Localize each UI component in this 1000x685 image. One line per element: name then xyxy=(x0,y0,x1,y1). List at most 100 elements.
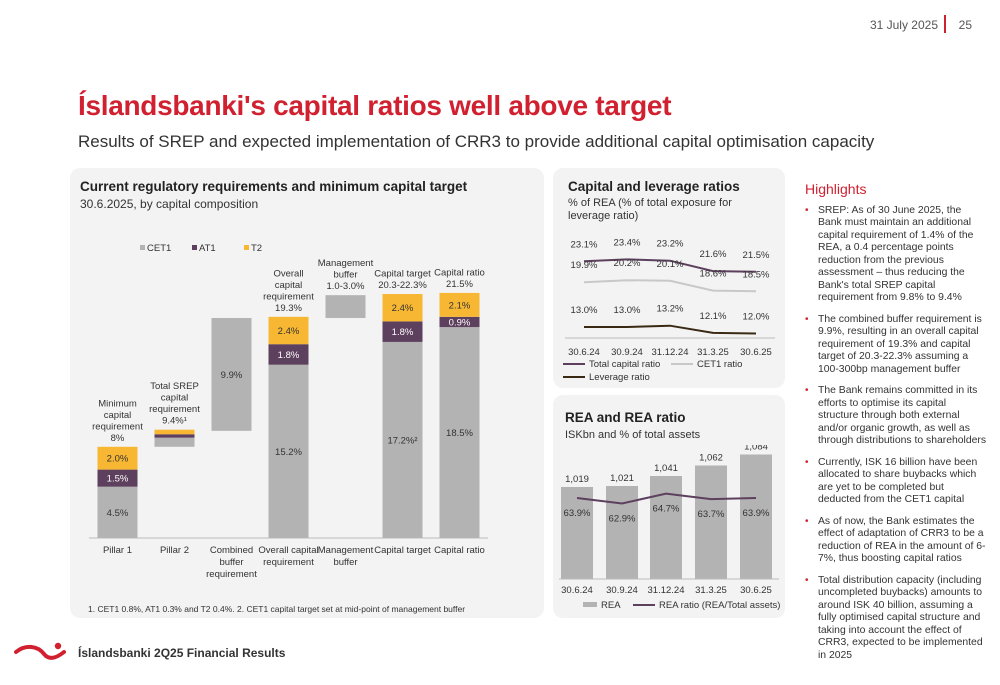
legend-label: REA ratio (REA/Total assets) xyxy=(659,600,780,611)
data-label: 23.2% xyxy=(657,239,684,250)
data-label: 1,084 xyxy=(744,445,768,453)
bar-annotation: 8% xyxy=(111,433,125,444)
bar-annotation: requirement xyxy=(149,404,200,415)
series-line xyxy=(584,324,757,335)
category-label: 30.6.25 xyxy=(740,585,772,596)
category-label: 31.12.24 xyxy=(648,585,685,596)
data-label: 20.1% xyxy=(657,259,684,270)
category-label: 30.6.24 xyxy=(561,585,593,596)
bar-annotation: requirement xyxy=(263,291,314,302)
series-line xyxy=(583,258,757,273)
bar-segment xyxy=(382,294,423,322)
data-label: 63.7% xyxy=(698,509,725,520)
data-label: 1.5% xyxy=(107,474,129,485)
category-label: Combined xyxy=(210,545,253,556)
bar-annotation: capital xyxy=(161,393,188,404)
capital-leverage-panel xyxy=(553,168,785,388)
data-label: 1.8% xyxy=(392,327,414,338)
highlight-item: The combined buffer requirement is 9.9%,… xyxy=(805,314,987,376)
bar xyxy=(740,454,772,579)
bar-segment xyxy=(325,295,366,318)
legend-label: Leverage ratio xyxy=(589,372,650,383)
data-label: 18.5% xyxy=(743,269,770,280)
bar-segment xyxy=(382,341,423,538)
ratio-line xyxy=(576,492,757,505)
data-label: 0.9% xyxy=(449,317,471,328)
bar-segment xyxy=(154,429,195,435)
legend-swatch xyxy=(244,245,249,250)
data-label: 12.1% xyxy=(700,311,727,322)
data-label: 2.4% xyxy=(278,326,300,337)
highlight-item: SREP: As of 30 June 2025, the Bank must … xyxy=(805,205,987,305)
legend-label: REA xyxy=(601,600,621,611)
data-label: 2.4% xyxy=(392,303,414,314)
data-label: 15.2% xyxy=(275,447,302,458)
data-label: 20.2% xyxy=(614,258,641,269)
bar-annotation: Capital target xyxy=(374,269,431,280)
data-label: 1,019 xyxy=(565,474,589,485)
bar-segment xyxy=(97,469,138,487)
category-label: requirement xyxy=(206,569,257,580)
bar-segment xyxy=(97,446,138,470)
legend-swatch xyxy=(583,602,597,607)
category-label: 31.3.25 xyxy=(695,585,727,596)
bar-annotation: 20.3-22.3% xyxy=(378,280,427,291)
bar-segment xyxy=(268,344,309,365)
category-label: buffer xyxy=(219,557,243,568)
bar-annotation: capital xyxy=(275,280,302,291)
data-label: 9.9% xyxy=(221,370,243,381)
data-label: 64.7% xyxy=(653,504,680,515)
category-label: Management xyxy=(318,545,374,556)
legend-swatch xyxy=(192,245,197,250)
data-label: 63.9% xyxy=(743,508,770,519)
capital-requirements-chart: CET1 AT1 T24.5%1.5%2.0%Minimumcapitalrequi… xyxy=(89,243,488,580)
legend-label: T2 xyxy=(251,243,262,254)
data-label: 23.4% xyxy=(614,237,641,248)
category-label: buffer xyxy=(333,557,357,568)
category-label: 31.12.24 xyxy=(652,347,689,358)
data-label: 19.9% xyxy=(571,260,598,271)
data-label: 12.0% xyxy=(743,312,770,323)
legend-swatch xyxy=(140,245,145,250)
legend-label: CET1 xyxy=(147,243,171,254)
data-label: 23.1% xyxy=(571,239,598,250)
bar-segment xyxy=(439,292,480,317)
page-number: 25 xyxy=(958,18,972,32)
category-label: Capital ratio xyxy=(434,545,485,556)
data-label: 21.6% xyxy=(700,249,727,260)
bar-annotation: buffer xyxy=(333,270,357,281)
category-label: 31.3.25 xyxy=(697,347,729,358)
bar xyxy=(606,486,638,579)
category-label: 30.9.24 xyxy=(606,585,638,596)
footer-text: Íslandsbanki 2Q25 Financial Results xyxy=(78,646,286,660)
rea-title: REA and REA ratio xyxy=(565,410,686,425)
bar-annotation: 9.4%¹ xyxy=(162,416,187,427)
data-label: 62.9% xyxy=(609,514,636,525)
highlight-item: The Bank remains committed in its effort… xyxy=(805,385,987,447)
capital-requirements-subtitle: 30.6.2025, by capital composition xyxy=(80,197,259,211)
bar-segment xyxy=(439,327,480,538)
bar-annotation: 21.5% xyxy=(446,279,473,290)
data-label: 2.0% xyxy=(107,454,129,465)
bar-segment xyxy=(439,316,480,328)
rea-chart: 1,019 1,021 1,041 1,062 1,084 63.9% 62.9% 64.7%… xyxy=(559,445,780,611)
bar-annotation: capital xyxy=(104,410,131,421)
series-line xyxy=(583,279,757,293)
bar-annotation: Minimum xyxy=(98,398,137,409)
bar xyxy=(650,476,682,579)
data-label: 13.0% xyxy=(614,305,641,316)
page-subtitle: Results of SREP and expected implementat… xyxy=(78,132,875,151)
category-label: Overall capital xyxy=(258,545,318,556)
bar-segment xyxy=(154,434,195,438)
category-label: Pillar 2 xyxy=(160,545,189,556)
data-label: 4.5% xyxy=(107,508,129,519)
data-label: 18.5% xyxy=(446,428,473,439)
bar-segment xyxy=(154,437,195,447)
category-label: Capital target xyxy=(374,545,431,556)
category-label: Pillar 1 xyxy=(103,545,132,556)
bar-annotation: requirement xyxy=(92,421,143,432)
highlights-list: SREP: As of 30 June 2025, the Bank must … xyxy=(805,205,987,671)
data-label: 1,041 xyxy=(654,463,678,474)
category-label: requirement xyxy=(263,557,314,568)
data-label: 63.9% xyxy=(564,508,591,519)
